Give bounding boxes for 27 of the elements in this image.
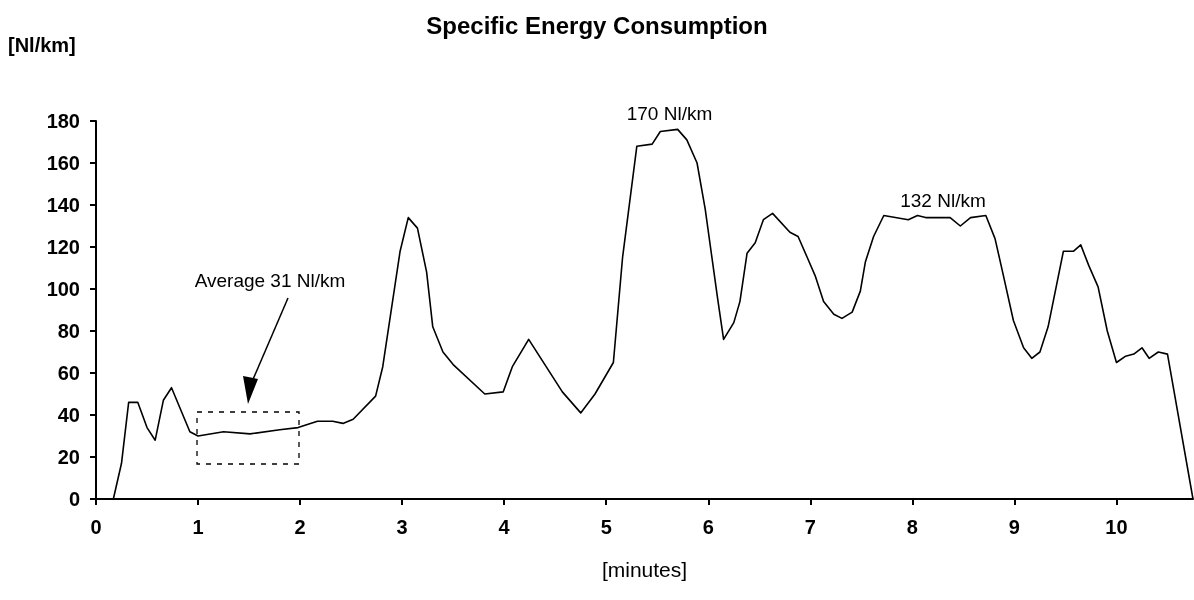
x-tick-label: 8 (906, 516, 918, 538)
x-tick-label: 4 (498, 516, 511, 538)
x-tick-label: 1 (192, 516, 204, 538)
y-tick-label: 120 (46, 236, 80, 258)
x-tick-label: 9 (1008, 516, 1020, 538)
x-tick-label: 5 (600, 516, 612, 538)
y-axis-title: [Nl/km] (8, 34, 76, 57)
y-tick-label: 60 (57, 362, 80, 384)
y-tick-label: 180 (46, 110, 80, 132)
x-axis-title: [minutes] (601, 558, 688, 581)
y-tick-label: 0 (68, 488, 80, 510)
chart-title: Specific Energy Consumption (426, 11, 768, 39)
y-tick-label: 140 (46, 194, 80, 216)
annotation: Average 31 Nl/km (194, 270, 346, 292)
x-tick-label: 6 (702, 516, 714, 538)
y-tick-label: 40 (57, 404, 80, 426)
annotation: 170 Nl/km (626, 103, 713, 126)
annotation: 132 Nl/km (900, 189, 986, 212)
y-tick-label: 100 (46, 278, 80, 300)
y-tick-label: 20 (57, 446, 80, 468)
x-tick-label: 3 (396, 516, 408, 538)
x-tick-label: 2 (294, 516, 306, 538)
x-tick-label: 10 (1105, 516, 1128, 538)
x-tick-label: 0 (90, 516, 102, 538)
y-tick-label: 80 (57, 320, 80, 342)
y-tick-label: 160 (46, 152, 80, 174)
x-tick-label: 7 (804, 516, 816, 538)
